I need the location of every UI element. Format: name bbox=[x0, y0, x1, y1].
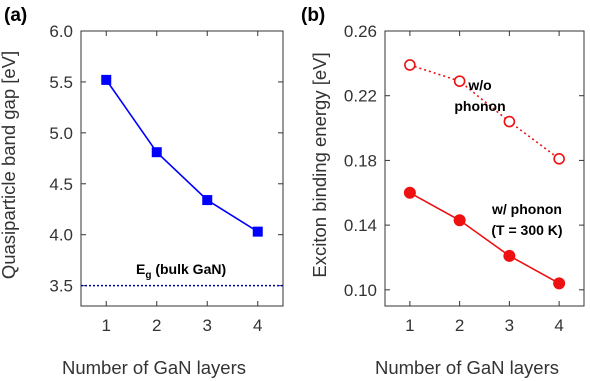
panel-a-x-ticks: 1 2 3 4 bbox=[102, 31, 262, 335]
panel-b-plot-frame bbox=[384, 30, 585, 307]
y-tick-label: 0.26 bbox=[344, 22, 377, 41]
panel-a-label: (a) bbox=[4, 5, 27, 26]
x-tick-label: 4 bbox=[253, 316, 262, 335]
panel-b-annotation-with-phonon: w/ phonon (T = 300 K) bbox=[491, 201, 563, 238]
series-0-point bbox=[553, 152, 565, 165]
panel-b-y-axis-label: Exciton binding energy [eV] bbox=[309, 52, 330, 277]
y-tick-label: 0.14 bbox=[344, 216, 377, 235]
series-0-point bbox=[101, 74, 112, 85]
y-tick-label: 4.0 bbox=[49, 226, 73, 245]
x-tick-label: 2 bbox=[152, 316, 161, 335]
panel-a: (a) 3.5 4.0 4.5 5.0 5.5 6.0 1 2 3 4 Eg (bulk GaN… bbox=[0, 5, 284, 378]
series-1-point bbox=[403, 186, 416, 199]
panel-a-annotation-bulk-gap: Eg (bulk GaN) bbox=[136, 261, 226, 281]
y-tick-label: 5.5 bbox=[49, 73, 73, 92]
series-0-point bbox=[252, 226, 263, 237]
panel-a-y-axis-label: Quasiparticle band gap [eV] bbox=[0, 51, 19, 279]
series-0-point bbox=[503, 115, 516, 128]
panel-b-series bbox=[403, 59, 566, 290]
series-0-point bbox=[202, 195, 213, 206]
y-tick-label: 0.22 bbox=[344, 87, 377, 106]
panel-b-x-ticks: 1 2 3 4 bbox=[405, 31, 564, 335]
panel-a-x-axis-label: Number of GaN layers bbox=[62, 357, 246, 378]
x-tick-label: 1 bbox=[102, 316, 111, 335]
series-0-point bbox=[151, 147, 162, 158]
panel-b-x-axis-label: Number of GaN layers bbox=[375, 357, 559, 378]
panel-a-series bbox=[101, 74, 263, 237]
panel-b-y-ticks: 0.10 0.14 0.18 0.22 0.26 bbox=[344, 22, 584, 300]
series-0-point bbox=[453, 75, 466, 87]
series-1-point bbox=[503, 249, 516, 262]
series-1-point bbox=[453, 214, 466, 227]
series-0-line bbox=[105, 79, 259, 233]
series-0-line bbox=[409, 64, 560, 160]
x-tick-label: 1 bbox=[405, 316, 414, 335]
series-1-line bbox=[409, 192, 560, 285]
y-tick-label: 0.10 bbox=[344, 281, 377, 300]
y-tick-label: 6.0 bbox=[49, 22, 73, 41]
panel-b-label: (b) bbox=[301, 5, 325, 26]
y-tick-label: 0.18 bbox=[344, 151, 377, 170]
y-tick-label: 4.5 bbox=[49, 175, 73, 194]
series-0-point bbox=[404, 59, 416, 71]
x-tick-label: 3 bbox=[203, 316, 212, 335]
panel-a-plot-frame bbox=[80, 30, 284, 307]
y-tick-label: 5.0 bbox=[49, 124, 73, 143]
panel-a-y-ticks: 3.5 4.0 4.5 5.0 5.5 6.0 bbox=[49, 22, 283, 296]
x-tick-label: 3 bbox=[505, 316, 514, 335]
panel-b-annotation-without-phonon: w/o phonon bbox=[454, 77, 505, 114]
y-tick-label: 3.5 bbox=[49, 277, 73, 296]
x-tick-label: 4 bbox=[554, 316, 563, 335]
series-1-point bbox=[553, 277, 566, 290]
x-tick-label: 2 bbox=[455, 316, 464, 335]
